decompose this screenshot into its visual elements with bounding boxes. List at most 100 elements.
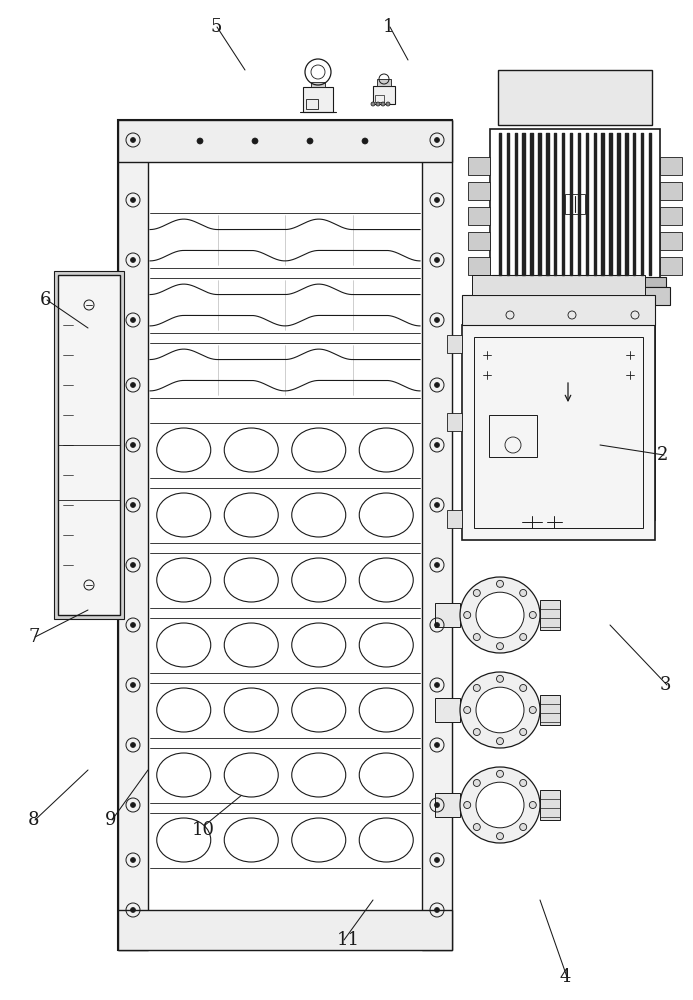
Circle shape (435, 802, 439, 808)
Bar (435, 698, 460, 722)
Bar (447, 335, 462, 353)
Circle shape (435, 908, 439, 912)
Bar (303, 87, 333, 112)
Bar (660, 256, 682, 274)
Circle shape (386, 102, 390, 106)
Text: 8: 8 (28, 811, 40, 829)
Circle shape (473, 729, 480, 736)
Circle shape (130, 622, 136, 628)
Circle shape (130, 382, 136, 387)
Circle shape (435, 742, 439, 748)
Circle shape (496, 580, 504, 587)
Bar (311, 82, 325, 87)
Bar (540, 600, 560, 630)
Bar (468, 156, 490, 174)
Circle shape (435, 137, 439, 142)
Circle shape (435, 502, 439, 508)
Circle shape (130, 857, 136, 862)
Text: 10: 10 (192, 821, 215, 839)
Text: 5: 5 (210, 18, 221, 36)
Ellipse shape (460, 767, 540, 843)
Circle shape (520, 589, 527, 596)
Bar (447, 413, 462, 431)
Ellipse shape (292, 623, 346, 667)
Ellipse shape (359, 493, 413, 537)
Ellipse shape (292, 818, 346, 862)
Bar (468, 182, 490, 200)
Bar (490, 129, 660, 279)
Ellipse shape (359, 558, 413, 602)
Bar (118, 910, 452, 950)
Circle shape (435, 257, 439, 262)
Circle shape (435, 857, 439, 862)
Circle shape (130, 137, 136, 142)
Bar (118, 120, 452, 950)
Ellipse shape (157, 623, 211, 667)
Ellipse shape (476, 782, 524, 828)
Circle shape (464, 706, 471, 714)
Bar (474, 337, 643, 528)
Circle shape (252, 138, 258, 144)
Circle shape (496, 675, 504, 682)
Circle shape (520, 634, 527, 641)
Bar (490, 300, 655, 520)
Ellipse shape (460, 577, 540, 653)
Ellipse shape (359, 688, 413, 732)
Circle shape (496, 643, 504, 650)
Circle shape (435, 382, 439, 387)
Circle shape (130, 257, 136, 262)
Text: 4: 4 (560, 968, 571, 986)
Bar (540, 695, 560, 725)
Circle shape (529, 706, 536, 714)
Circle shape (130, 908, 136, 912)
Circle shape (529, 611, 536, 618)
Bar (306, 99, 318, 109)
Circle shape (496, 738, 504, 745)
Ellipse shape (292, 428, 346, 472)
Bar (660, 182, 682, 200)
Bar (375, 95, 384, 102)
Ellipse shape (225, 493, 279, 537)
Circle shape (520, 824, 527, 831)
Ellipse shape (157, 428, 211, 472)
Circle shape (496, 770, 504, 777)
Bar (565, 194, 585, 214)
Text: 9: 9 (105, 811, 116, 829)
Circle shape (130, 198, 136, 202)
Circle shape (130, 318, 136, 322)
Circle shape (435, 622, 439, 628)
Bar (435, 793, 460, 817)
Circle shape (520, 684, 527, 691)
Circle shape (435, 198, 439, 202)
Bar (54, 271, 124, 619)
Circle shape (473, 824, 480, 831)
Ellipse shape (225, 558, 279, 602)
Circle shape (473, 589, 480, 596)
Bar (660, 156, 682, 174)
Ellipse shape (157, 818, 211, 862)
Ellipse shape (359, 428, 413, 472)
Text: 2: 2 (657, 446, 668, 464)
Ellipse shape (157, 688, 211, 732)
Ellipse shape (476, 687, 524, 733)
Ellipse shape (359, 623, 413, 667)
Bar (462, 295, 655, 325)
Circle shape (307, 138, 313, 144)
Circle shape (130, 442, 136, 448)
Ellipse shape (157, 558, 211, 602)
Text: 7: 7 (28, 628, 40, 646)
Bar (472, 275, 645, 295)
Circle shape (197, 138, 203, 144)
Ellipse shape (359, 753, 413, 797)
Circle shape (130, 802, 136, 808)
Ellipse shape (292, 558, 346, 602)
Circle shape (435, 442, 439, 448)
Circle shape (473, 779, 480, 786)
Ellipse shape (225, 623, 279, 667)
Ellipse shape (225, 818, 279, 862)
Circle shape (130, 502, 136, 508)
Bar (118, 120, 452, 162)
Circle shape (362, 138, 368, 144)
Circle shape (130, 562, 136, 568)
Bar (468, 232, 490, 249)
